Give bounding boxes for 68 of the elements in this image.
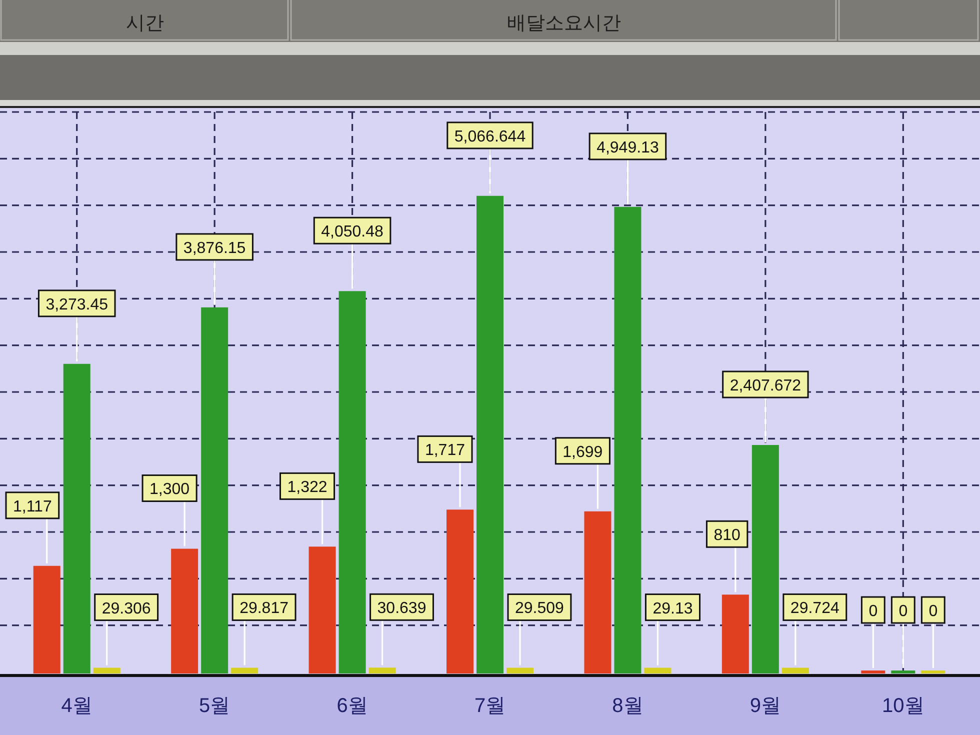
x-tick-label: 10월: [882, 695, 924, 717]
bar: [368, 668, 396, 674]
data-label: 4,050.48: [321, 224, 384, 241]
data-label: 0: [890, 596, 916, 668]
data-label: 29.13: [644, 594, 700, 666]
bar: [446, 510, 474, 674]
data-label: 1,300: [150, 481, 190, 498]
data-label: 0: [860, 596, 886, 668]
screen-header: 시간 배달소요시간: [0, 0, 980, 108]
bar: [752, 444, 779, 674]
bar: [308, 546, 336, 674]
data-label: 1,117: [13, 498, 52, 516]
data-label: 3,273.45: [46, 296, 108, 314]
data-label: 29.509: [507, 593, 572, 666]
data-label: 1,699: [562, 444, 603, 461]
data-label: 30.639: [370, 593, 434, 666]
bar: [63, 364, 90, 674]
data-label: 29.509: [515, 600, 564, 618]
bar: [584, 511, 612, 674]
x-tick-label: 8월: [612, 695, 644, 717]
data-label: 4,949.13: [588, 132, 667, 204]
bar: [722, 594, 749, 674]
data-label: 29.306: [102, 600, 151, 618]
data-label: 1,322: [287, 479, 328, 496]
x-tick-label: 9월: [750, 695, 781, 717]
data-label: 5,066.644: [446, 122, 534, 194]
bar: [33, 566, 60, 674]
data-label: 1,117: [5, 492, 60, 564]
data-label: 29.817: [232, 593, 296, 666]
x-tick-label: 5월: [199, 695, 230, 717]
data-label: 29.817: [240, 600, 289, 618]
data-label: 4,050.48: [313, 216, 392, 289]
x-tick-label: 6월: [336, 695, 368, 717]
bar: [614, 206, 642, 674]
bar: [782, 668, 809, 674]
data-label: 3,876.15: [176, 233, 254, 305]
data-label: 810: [706, 520, 748, 592]
data-label: 1,717: [417, 435, 473, 508]
data-label: 1,300: [142, 474, 198, 546]
x-tick-label: 4월: [61, 695, 92, 717]
bar: [93, 668, 120, 674]
data-label: 29.724: [782, 593, 848, 666]
data-label: 810: [714, 527, 741, 544]
data-label: 0: [898, 603, 908, 620]
bar: [231, 668, 258, 674]
bar: [171, 548, 198, 674]
data-label: 1,717: [424, 442, 466, 460]
data-label: 30.639: [377, 600, 426, 618]
bar: [644, 668, 672, 674]
data-label: 29.724: [790, 600, 840, 618]
data-label: 1,699: [554, 437, 610, 509]
data-label: 29.306: [94, 594, 159, 666]
bar: [506, 668, 534, 674]
data-label: 5,066.644: [454, 128, 526, 146]
data-label: 2,407.672: [730, 377, 802, 394]
data-label: 29.13: [652, 600, 693, 618]
bar: [476, 196, 504, 674]
data-label: 0: [868, 603, 878, 620]
data-label: 2,407.672: [722, 370, 809, 442]
data-label: 3,876.15: [183, 240, 246, 257]
x-tick-label: 7월: [474, 695, 506, 717]
data-label: 3,273.45: [38, 290, 116, 362]
bar: [338, 291, 366, 674]
data-label: 1,322: [280, 472, 336, 544]
data-label: 0: [928, 603, 938, 620]
data-label: 0: [920, 596, 946, 668]
bar: [201, 307, 228, 674]
data-label: 4,949.13: [596, 139, 659, 156]
